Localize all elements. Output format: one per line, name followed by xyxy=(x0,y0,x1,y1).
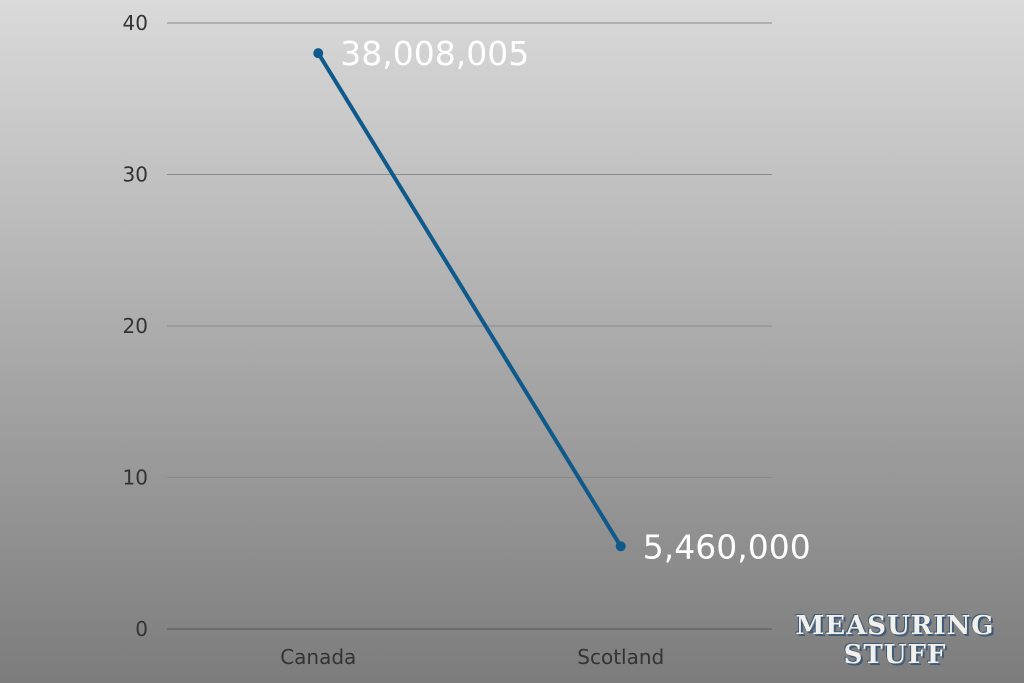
y-tick-label: 20 xyxy=(123,314,148,338)
y-tick-label: 0 xyxy=(135,617,148,641)
series-line xyxy=(316,52,623,548)
y-tick-label: 40 xyxy=(123,11,148,35)
data-label: 5,460,000 xyxy=(643,527,811,566)
data-label: 38,008,005 xyxy=(340,34,529,73)
logo-line-1: MEASURING xyxy=(795,611,995,641)
y-tick-label: 10 xyxy=(123,466,148,490)
y-tick-label: 30 xyxy=(123,163,148,187)
x-tick-label: Canada xyxy=(280,645,356,669)
data-point xyxy=(313,48,324,59)
x-tick-label: Scotland xyxy=(577,645,664,669)
logo-line-2: STUFF xyxy=(843,640,947,670)
measuring-stuff-logo: MEASURING STUFF xyxy=(790,612,1000,670)
data-point xyxy=(615,541,626,552)
